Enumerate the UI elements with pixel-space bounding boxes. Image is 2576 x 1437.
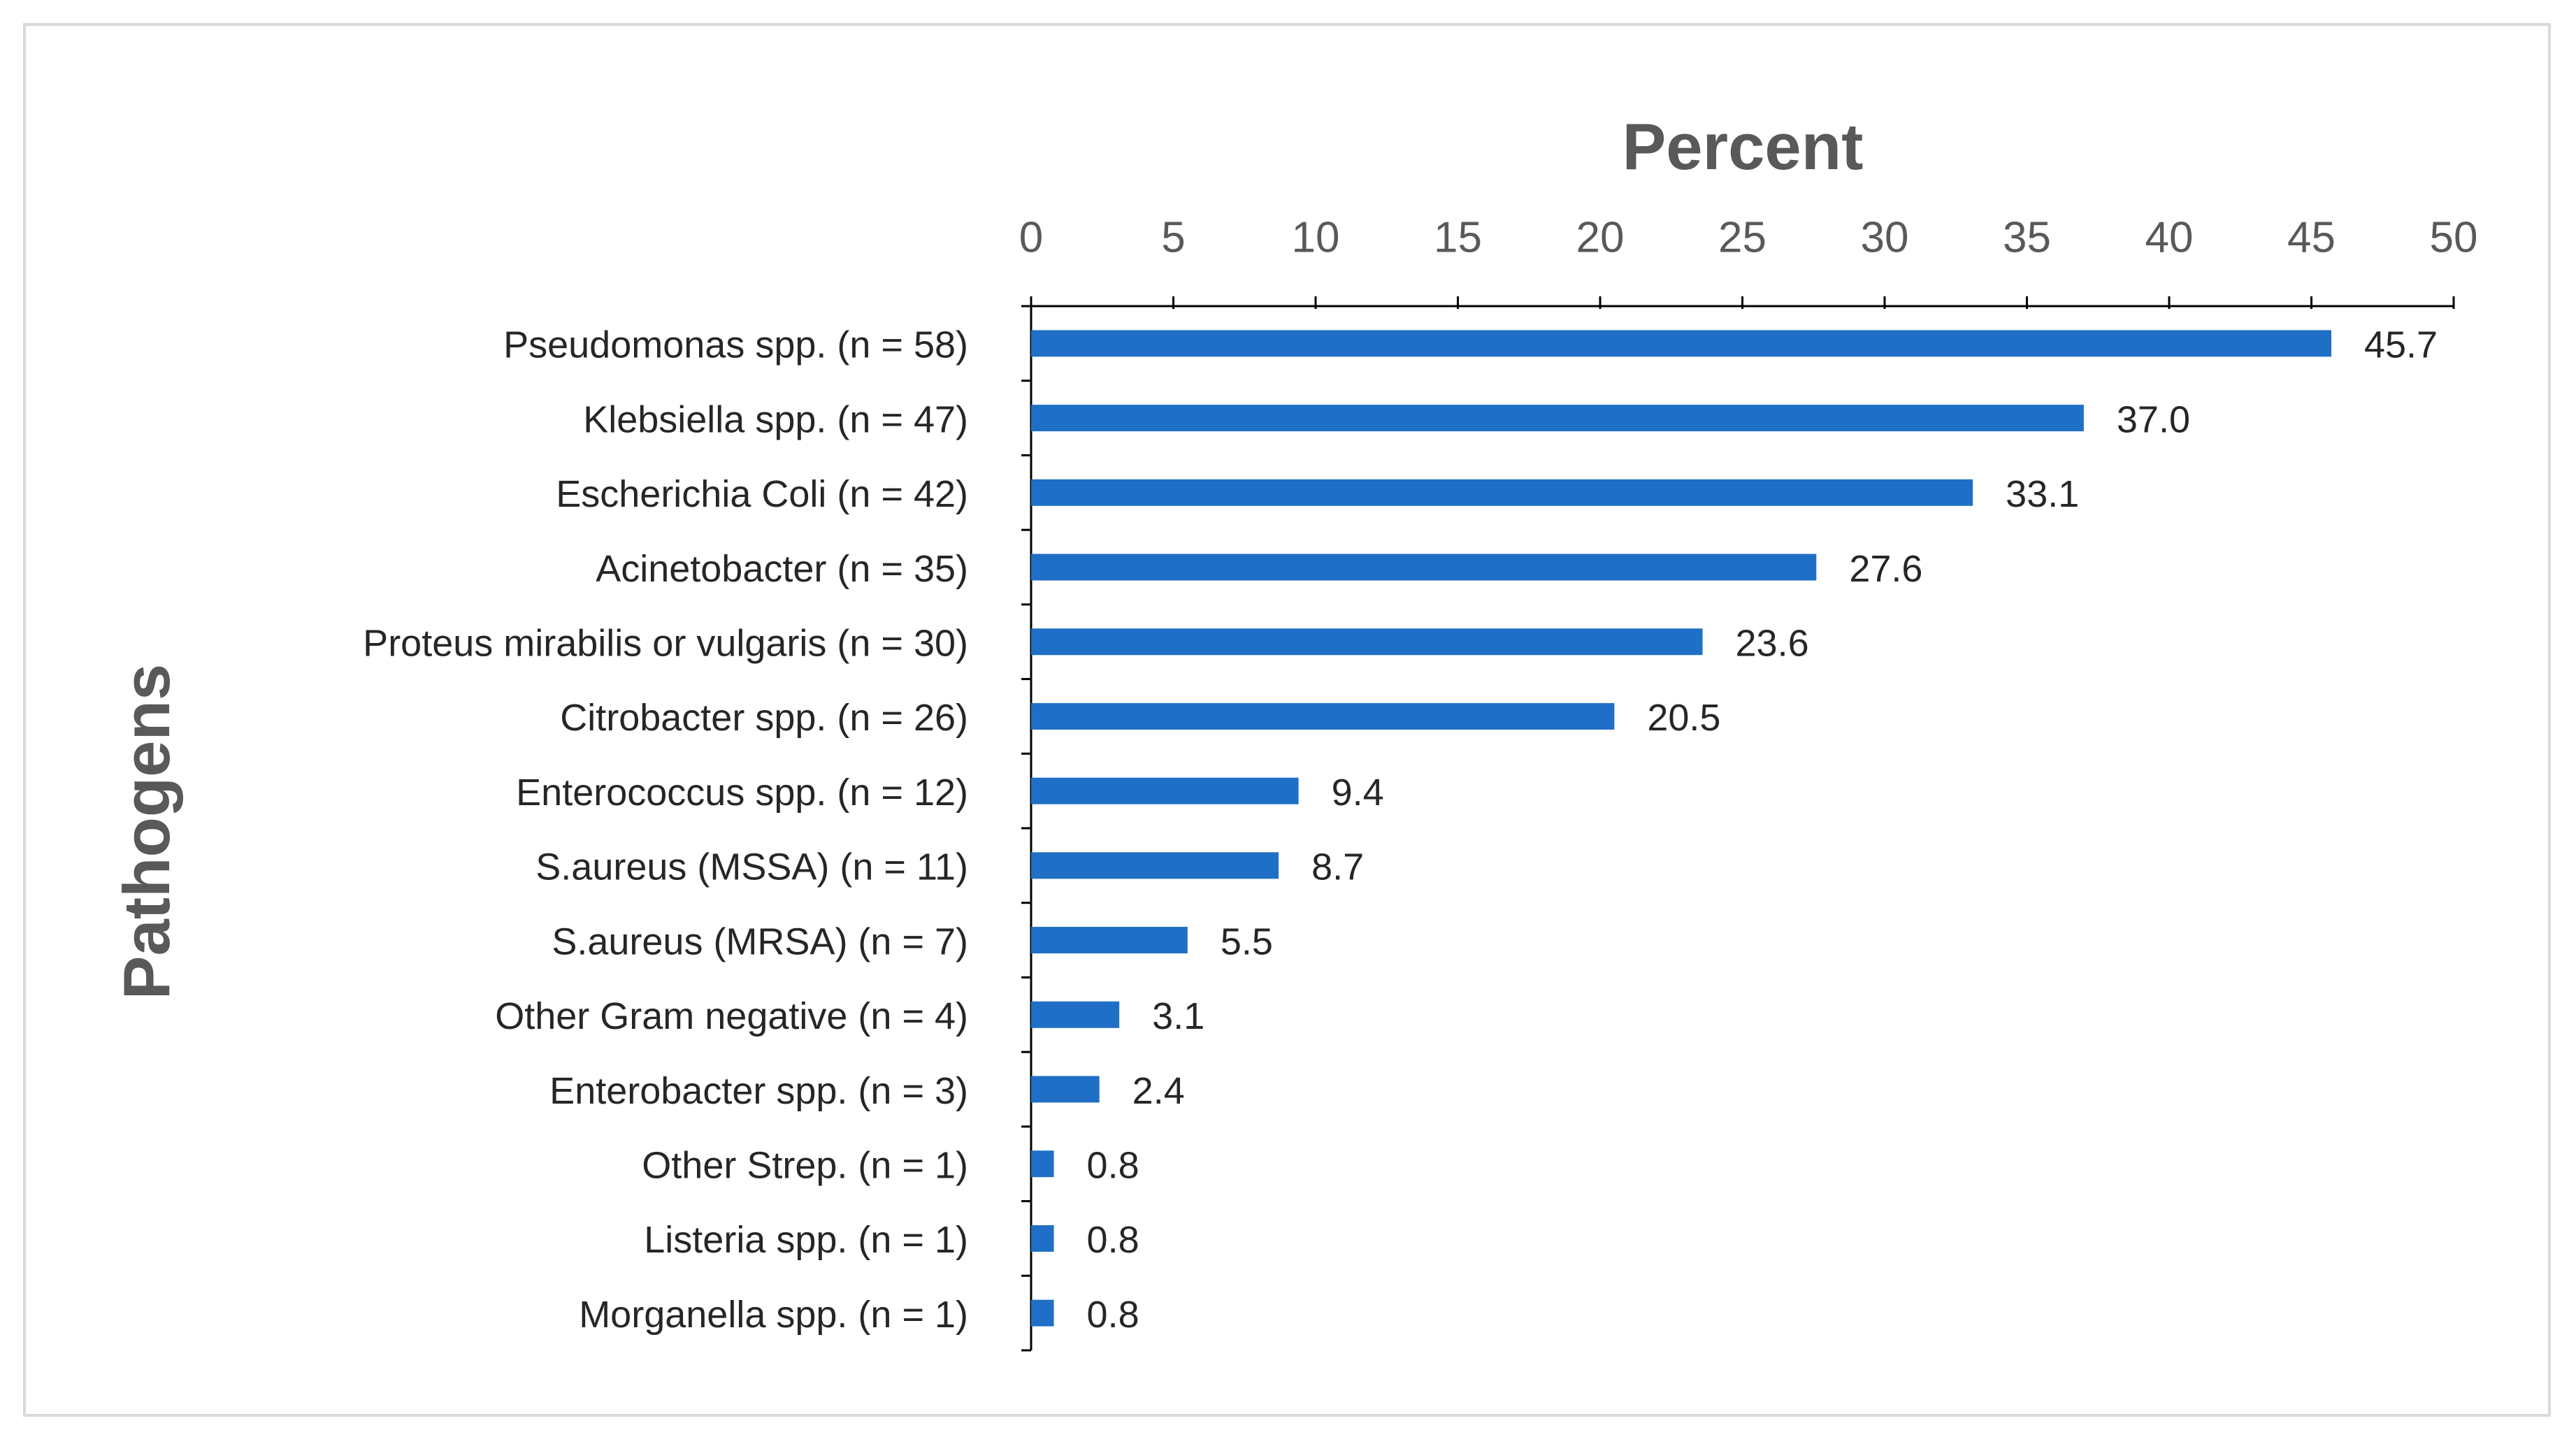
x-tick-label: 15 — [1434, 213, 1482, 261]
y-tick-label: Citrobacter spp. (n = 26) — [560, 697, 968, 739]
y-tick-label: Escherichia Coli (n = 42) — [556, 473, 968, 515]
bar — [1031, 479, 1973, 506]
y-tick-label: Enterobacter spp. (n = 3) — [549, 1070, 968, 1112]
y-tick-label: S.aureus (MRSA) (n = 7) — [552, 920, 968, 962]
value-label: 23.6 — [1736, 622, 1809, 664]
value-label: 3.1 — [1152, 995, 1204, 1037]
value-label: 0.8 — [1087, 1144, 1139, 1186]
bar — [1031, 628, 1703, 656]
y-tick-label: Acinetobacter (n = 35) — [596, 548, 968, 590]
y-tick-label: Other Gram negative (n = 4) — [495, 995, 968, 1037]
bar — [1031, 852, 1279, 879]
x-tick-label: 5 — [1161, 213, 1185, 261]
x-tick-label: 20 — [1576, 213, 1625, 261]
y-tick-label: Morganella spp. (n = 1) — [579, 1294, 968, 1336]
value-label: 45.7 — [2364, 324, 2438, 366]
bar — [1031, 1076, 1100, 1103]
y-tick-label: Pseudomonas spp. (n = 58) — [503, 324, 968, 366]
bar — [1031, 554, 1817, 581]
value-label: 5.5 — [1221, 920, 1273, 962]
x-tick-label: 25 — [1718, 213, 1766, 261]
value-label: 8.7 — [1311, 846, 1364, 888]
bar — [1031, 777, 1299, 804]
value-label: 27.6 — [1849, 548, 1922, 590]
y-axis-title: Pathogens — [110, 664, 183, 1000]
value-label: 0.8 — [1087, 1294, 1139, 1336]
value-label: 2.4 — [1132, 1070, 1185, 1112]
y-tick-label: Klebsiella spp. (n = 47) — [583, 398, 968, 440]
x-tick-label: 10 — [1292, 213, 1340, 261]
y-tick-label: Other Strep. (n = 1) — [642, 1144, 968, 1186]
y-tick-label: Listeria spp. (n = 1) — [644, 1219, 968, 1261]
bar — [1031, 702, 1615, 730]
bar — [1031, 330, 2331, 357]
y-tick-label: Enterococcus spp. (n = 12) — [516, 772, 968, 814]
x-tick-label: 45 — [2287, 213, 2336, 261]
x-tick-label: 35 — [2003, 213, 2051, 261]
bar — [1031, 1150, 1054, 1178]
bar — [1031, 1299, 1054, 1327]
y-tick-label: S.aureus (MSSA) (n = 11) — [535, 846, 968, 888]
bar — [1031, 405, 2084, 432]
bar — [1031, 927, 1188, 954]
x-tick-label: 0 — [1019, 213, 1043, 261]
bar — [1031, 1001, 1120, 1028]
bar — [1031, 1225, 1054, 1252]
value-label: 33.1 — [2006, 473, 2079, 515]
value-label: 20.5 — [1647, 697, 1720, 739]
x-tick-label: 40 — [2145, 213, 2194, 261]
y-tick-label: Proteus mirabilis or vulgaris (n = 30) — [363, 622, 968, 664]
value-label: 9.4 — [1332, 772, 1384, 814]
x-tick-label: 50 — [2430, 213, 2478, 261]
chart-title: Percent — [1622, 110, 1864, 183]
x-tick-label: 30 — [1861, 213, 1909, 261]
value-label: 37.0 — [2117, 398, 2190, 440]
value-label: 0.8 — [1087, 1219, 1139, 1261]
